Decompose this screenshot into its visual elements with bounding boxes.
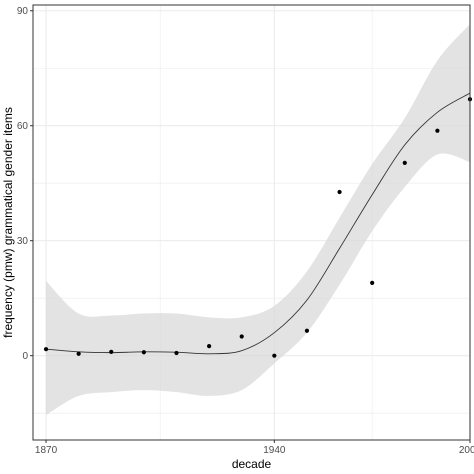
data-points [43,97,473,358]
axis-ticks [30,10,471,443]
x-tick-label: 1870 [35,445,58,456]
data-point [43,347,49,352]
confidence-band [46,24,471,416]
y-tick-label: 30 [17,236,29,247]
y-tick-labels: 0 30 60 90 [17,6,29,362]
data-point [337,189,342,195]
data-point [207,344,212,349]
data-point [174,350,179,356]
data-point [141,350,146,355]
x-axis-title: decade [232,457,272,471]
data-point [402,160,407,166]
x-tick-label: 1940 [263,445,286,456]
data-point [239,334,244,339]
smooth-line [46,92,471,355]
data-point [76,351,81,356]
data-point [435,128,440,133]
data-point [272,353,277,358]
y-tick-label: 0 [22,351,28,362]
data-point [304,328,310,333]
panel-border [32,4,471,441]
y-axis-title: frequency (pmw) grammatical gender items [1,107,15,338]
data-point [370,280,375,285]
y-tick-label: 90 [17,6,29,17]
y-tick-label: 60 [17,121,29,132]
data-point [109,349,114,354]
